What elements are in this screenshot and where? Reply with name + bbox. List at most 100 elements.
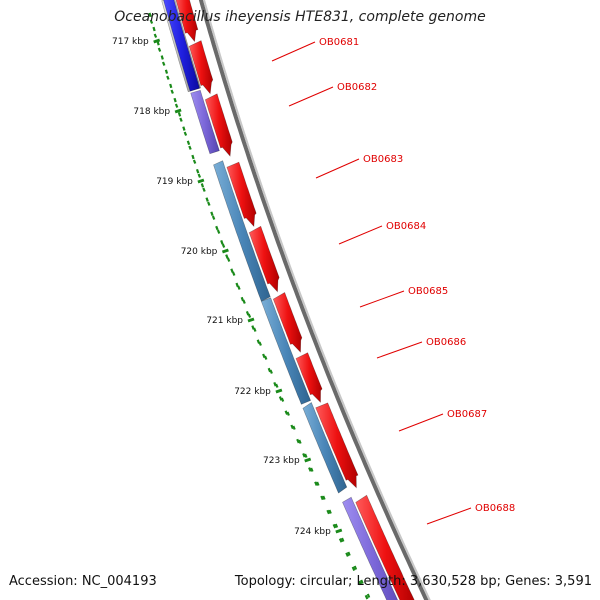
gene-block (163, 0, 200, 92)
gene-label: OB0683 (363, 154, 403, 165)
tick-dash (258, 341, 262, 346)
kbp-major-tick (174, 108, 182, 114)
tick-dash (358, 580, 362, 586)
cds-arrow (295, 352, 323, 404)
gene-label: OB0685 (408, 286, 448, 297)
tick-dash (316, 481, 320, 486)
gene-block (260, 297, 311, 405)
gene-leader-line (271, 41, 316, 62)
tick-dash (177, 112, 182, 117)
tick-dash (183, 131, 188, 136)
tick-dash (340, 537, 345, 542)
feature-track (161, 0, 415, 600)
gene-block (302, 402, 348, 494)
tick-dash (269, 369, 273, 374)
tick-dash (364, 594, 369, 600)
tick-dash (328, 509, 332, 514)
tick-dash (290, 424, 294, 430)
accession-text: Accession: NC_004193 (9, 574, 157, 589)
tick-dash (225, 254, 229, 259)
tick-dash (353, 565, 358, 570)
tick-dash (322, 495, 326, 500)
tick-dash (338, 538, 343, 543)
tick-dash (280, 397, 285, 402)
tick-dash (314, 481, 318, 486)
gene-leader-line (359, 290, 405, 308)
tick-dash (231, 271, 236, 276)
tick-dash (205, 197, 209, 202)
tick-dash (164, 69, 169, 74)
tick-dash (215, 225, 219, 231)
tick-dash (235, 282, 239, 288)
kbp-major-tick (275, 388, 283, 394)
gene-label-layer: OB0681 OB0682 OB0683 OB0684 OB0685 OB0686 OB06… (271, 37, 515, 525)
tick-dash (210, 211, 214, 217)
kbp-major-tick (304, 457, 312, 463)
tick-dash (302, 452, 306, 458)
kbp-major-tick (153, 38, 161, 44)
gene-label: OB0687 (447, 409, 487, 420)
tick-dash (192, 159, 197, 164)
backbone-track (198, 0, 431, 600)
tick-dash (345, 552, 349, 557)
backbone-line (198, 0, 429, 600)
tick-dash (360, 579, 364, 584)
tick-dash (195, 168, 200, 174)
gene-block (342, 496, 398, 600)
backbone-highlight (202, 0, 431, 600)
kbp-label: 724 kbp (294, 527, 331, 537)
tick-dash (334, 523, 339, 528)
tick-dash (221, 243, 226, 248)
cds-arrow (248, 225, 280, 293)
genome-summary-text: Topology: circular; Length: 3,630,528 bp… (234, 574, 592, 589)
kbp-label: 720 kbp (181, 247, 218, 257)
gene-leader-line (426, 507, 472, 525)
kbp-label: 723 kbp (263, 456, 300, 466)
cds-arrow (175, 0, 199, 43)
tick-dash (278, 396, 283, 401)
tick-dash (253, 327, 257, 332)
tick-dash (153, 33, 158, 38)
gene-leader-line (288, 86, 334, 107)
tick-dash (179, 117, 183, 122)
tick-dash (273, 382, 277, 387)
gene-leader-line (398, 413, 444, 432)
tick-dash (284, 410, 289, 415)
tick-dash (149, 19, 154, 24)
kbp-label: 722 kbp (234, 387, 271, 397)
tick-dash (237, 285, 241, 290)
kbp-major-tick (335, 528, 343, 534)
tick-dash (173, 97, 177, 103)
tick-dash (286, 411, 290, 416)
tick-dash (188, 145, 192, 150)
tick-dash (207, 201, 211, 206)
cds-arrow (355, 494, 415, 600)
tick-dash (161, 61, 166, 66)
tick-dash (304, 453, 308, 458)
gene-label: OB0681 (319, 37, 359, 48)
tick-dash (320, 495, 324, 501)
tick-dash (160, 55, 164, 60)
gene-leader-line (376, 341, 423, 359)
tick-dash (216, 229, 221, 234)
tick-dash (169, 83, 173, 89)
gene-label: OB0682 (337, 82, 377, 93)
cds-arrow (226, 161, 257, 228)
tick-dash (347, 551, 351, 556)
kbp-major-tick (197, 178, 205, 184)
gene-leader-line (315, 158, 360, 179)
tick-dash (247, 313, 252, 318)
cds-arrow (272, 292, 303, 353)
cds-arrow (204, 93, 233, 157)
tick-dash (226, 257, 231, 262)
gene-leader-line (338, 225, 383, 245)
tick-dash (202, 187, 206, 192)
map-title: Oceanobacillus iheyensis HTE831, complet… (114, 9, 486, 25)
tick-dash (351, 566, 356, 572)
tick-dash (308, 467, 312, 472)
tick-dash (170, 89, 174, 94)
kbp-label: 721 kbp (206, 316, 243, 326)
tick-dash (296, 438, 300, 444)
kbp-label: 717 kbp (112, 37, 149, 47)
